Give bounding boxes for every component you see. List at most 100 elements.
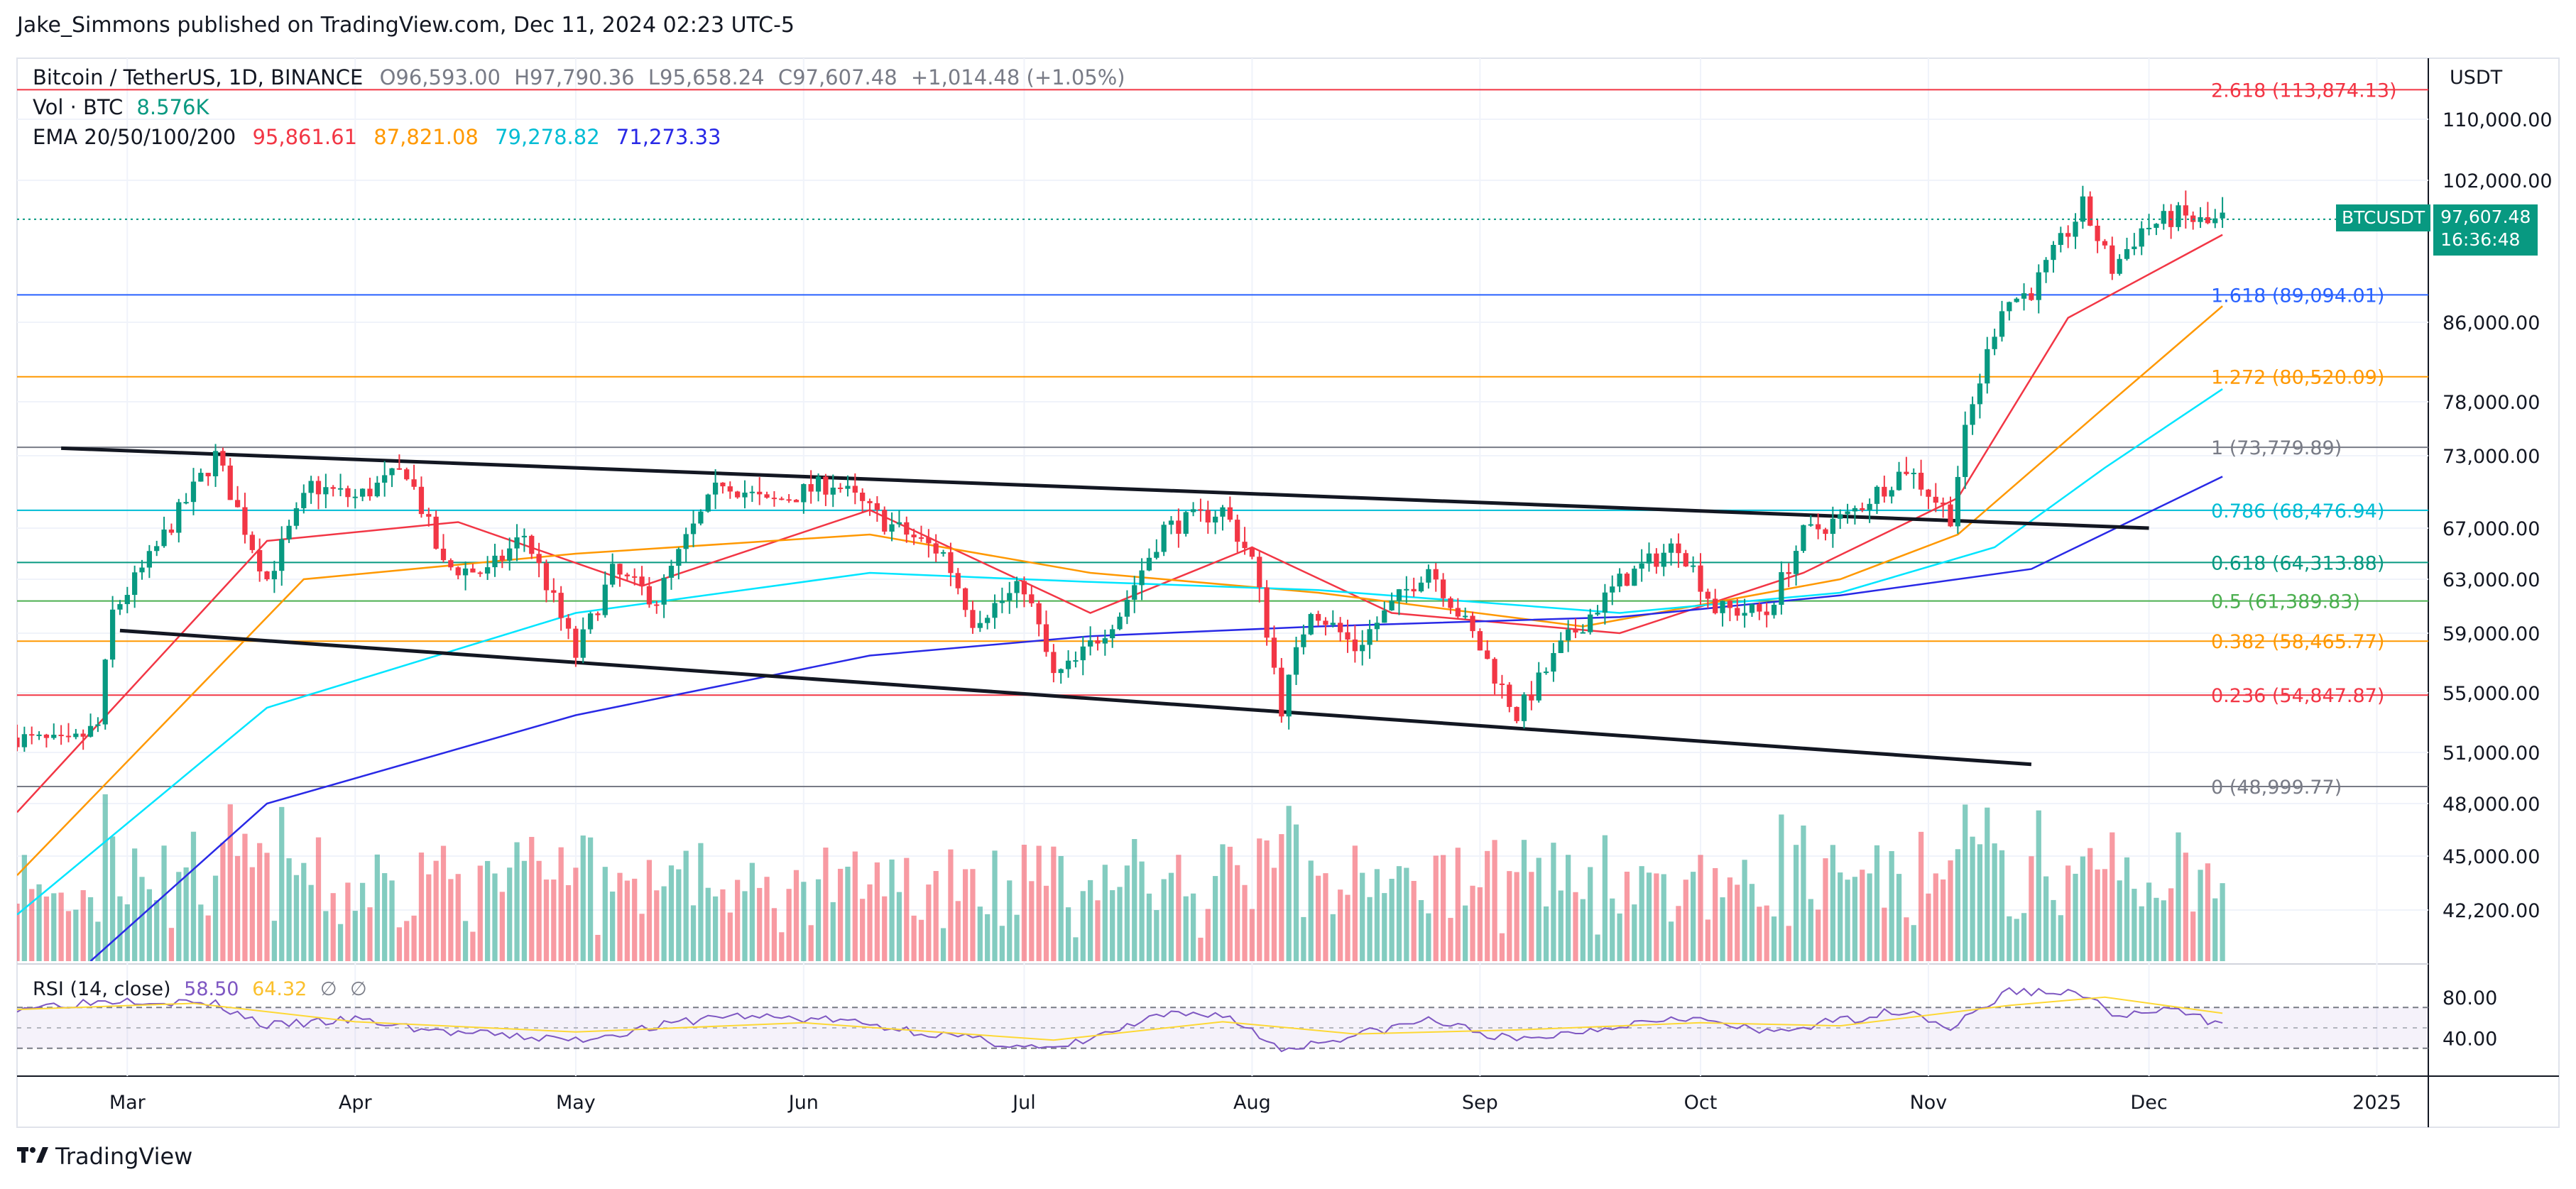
current-price-badge[interactable]: BTCUSDT 97,607.48 16:36:48 <box>2336 204 2539 256</box>
volume-bar <box>1345 894 1350 961</box>
candle-body <box>757 491 763 495</box>
candle-body <box>418 486 425 515</box>
price-tick-label: 78,000.00 <box>2443 392 2540 414</box>
price-tick-label: 42,200.00 <box>2443 900 2540 922</box>
candle-body <box>1249 548 1255 557</box>
volume-bar <box>389 880 395 961</box>
candle-body <box>1521 694 1527 721</box>
candle-body <box>1139 570 1145 586</box>
candle-body <box>1440 579 1446 598</box>
time-axis[interactable]: Mar Apr May Jun Jul Aug Sep Oct Nov Dec 2025 <box>109 1092 2401 1114</box>
volume-bar <box>1058 855 1064 961</box>
rsi-value: 58.50 <box>184 978 239 1000</box>
footer-brand[interactable]: TradingView <box>17 1143 192 1170</box>
candle-body <box>771 498 777 500</box>
price-axis-unit[interactable]: USDT <box>2450 67 2503 89</box>
volume-bar <box>1176 855 1181 961</box>
volume-bar <box>2139 906 2144 961</box>
volume-bar <box>1154 910 1159 961</box>
candle-body <box>1529 694 1534 701</box>
candle-body <box>382 475 388 483</box>
volume-bar <box>852 851 858 961</box>
price-tick-label: 48,000.00 <box>2443 794 2540 816</box>
candle-body <box>1360 645 1365 652</box>
candle-body <box>1595 613 1600 615</box>
volume-bar <box>1573 892 1578 961</box>
volume-bar <box>95 921 101 961</box>
price-tick-label: 102,000.00 <box>2443 170 2553 192</box>
candle-body <box>264 571 270 580</box>
candle-body <box>29 734 35 736</box>
candle-body <box>690 523 697 535</box>
candle-body <box>1367 629 1372 645</box>
time-tick-label: Jun <box>787 1092 819 1114</box>
volume-bar <box>440 845 447 961</box>
rsi-divergence-1: ∅ <box>320 978 337 1000</box>
candle-body <box>514 537 520 549</box>
volume-bar <box>2117 880 2122 961</box>
volume-bar <box>109 836 116 961</box>
symbol-title[interactable]: Bitcoin / TetherUS, 1D, BINANCE <box>33 65 364 89</box>
volume-bar <box>1043 885 1049 961</box>
volume-bar <box>1374 869 1380 961</box>
candle-body <box>808 484 814 492</box>
volume-bar <box>992 850 998 961</box>
volume-bar <box>1646 872 1652 961</box>
volume-bar <box>1507 871 1512 961</box>
volume-label[interactable]: Vol · BTC <box>33 95 124 119</box>
ema-label[interactable]: EMA 20/50/100/200 <box>33 125 236 149</box>
volume-bar <box>462 921 469 961</box>
candle-body <box>132 572 138 596</box>
trendlines[interactable] <box>61 446 2149 767</box>
volume-bar <box>1933 873 1938 961</box>
volume-bar <box>1293 824 1299 961</box>
candle-body <box>1065 660 1071 669</box>
candle-body <box>65 735 72 738</box>
candle-body <box>1735 608 1740 616</box>
candle-body <box>1558 640 1563 653</box>
candle-body <box>1676 543 1681 554</box>
bar-countdown: 16:36:48 <box>2440 229 2521 250</box>
volume-bar <box>2102 869 2108 961</box>
candle-body <box>440 548 447 561</box>
price-tick-label: 45,000.00 <box>2443 846 2540 868</box>
candle-body <box>1029 594 1035 603</box>
candle-body <box>624 574 630 576</box>
fib-level-label: 1 (73,779.89) <box>2211 437 2342 459</box>
volume-bar <box>536 860 542 961</box>
volume-bar <box>1926 893 1931 961</box>
candle-body <box>1830 518 1835 535</box>
candle-body <box>999 601 1005 603</box>
rsi-tick-label: 40.00 <box>2443 1028 2497 1050</box>
candle-body <box>977 623 983 628</box>
candle-body <box>2132 246 2137 249</box>
candle-body <box>1213 516 1218 523</box>
volume-bar <box>639 914 645 961</box>
volume-bar <box>220 843 226 961</box>
candle-body <box>17 738 20 747</box>
volume-bar <box>2007 916 2012 961</box>
price-tick-label: 63,000.00 <box>2443 569 2540 591</box>
volume-bar <box>80 890 86 961</box>
candle-body <box>779 498 785 500</box>
volume-bar <box>940 928 946 961</box>
volume-bar <box>1426 913 1431 961</box>
price-axis[interactable]: 110,000.00 102,000.00 86,000.00 78,000.00 73… <box>2443 109 2553 922</box>
fibonacci-levels[interactable]: 2.618 (113,874.13) 1.618 (89,094.01) 1.272… <box>17 80 2428 799</box>
candle-body <box>190 481 197 503</box>
candle-body <box>1338 623 1343 632</box>
volume-bar <box>65 911 72 961</box>
volume-bar <box>1757 906 1762 961</box>
volume-bar <box>2190 911 2196 961</box>
volume-bar <box>727 912 733 961</box>
candle-body <box>882 510 888 532</box>
volume-bar <box>573 867 579 961</box>
volume-bar <box>1065 907 1071 961</box>
volume-bar <box>1396 866 1402 961</box>
candle-body <box>1661 552 1666 567</box>
volume-bar <box>1749 884 1755 961</box>
candle-body <box>1573 629 1578 632</box>
rsi-label[interactable]: RSI (14, close) <box>33 978 171 1000</box>
candle-body <box>2212 218 2218 224</box>
